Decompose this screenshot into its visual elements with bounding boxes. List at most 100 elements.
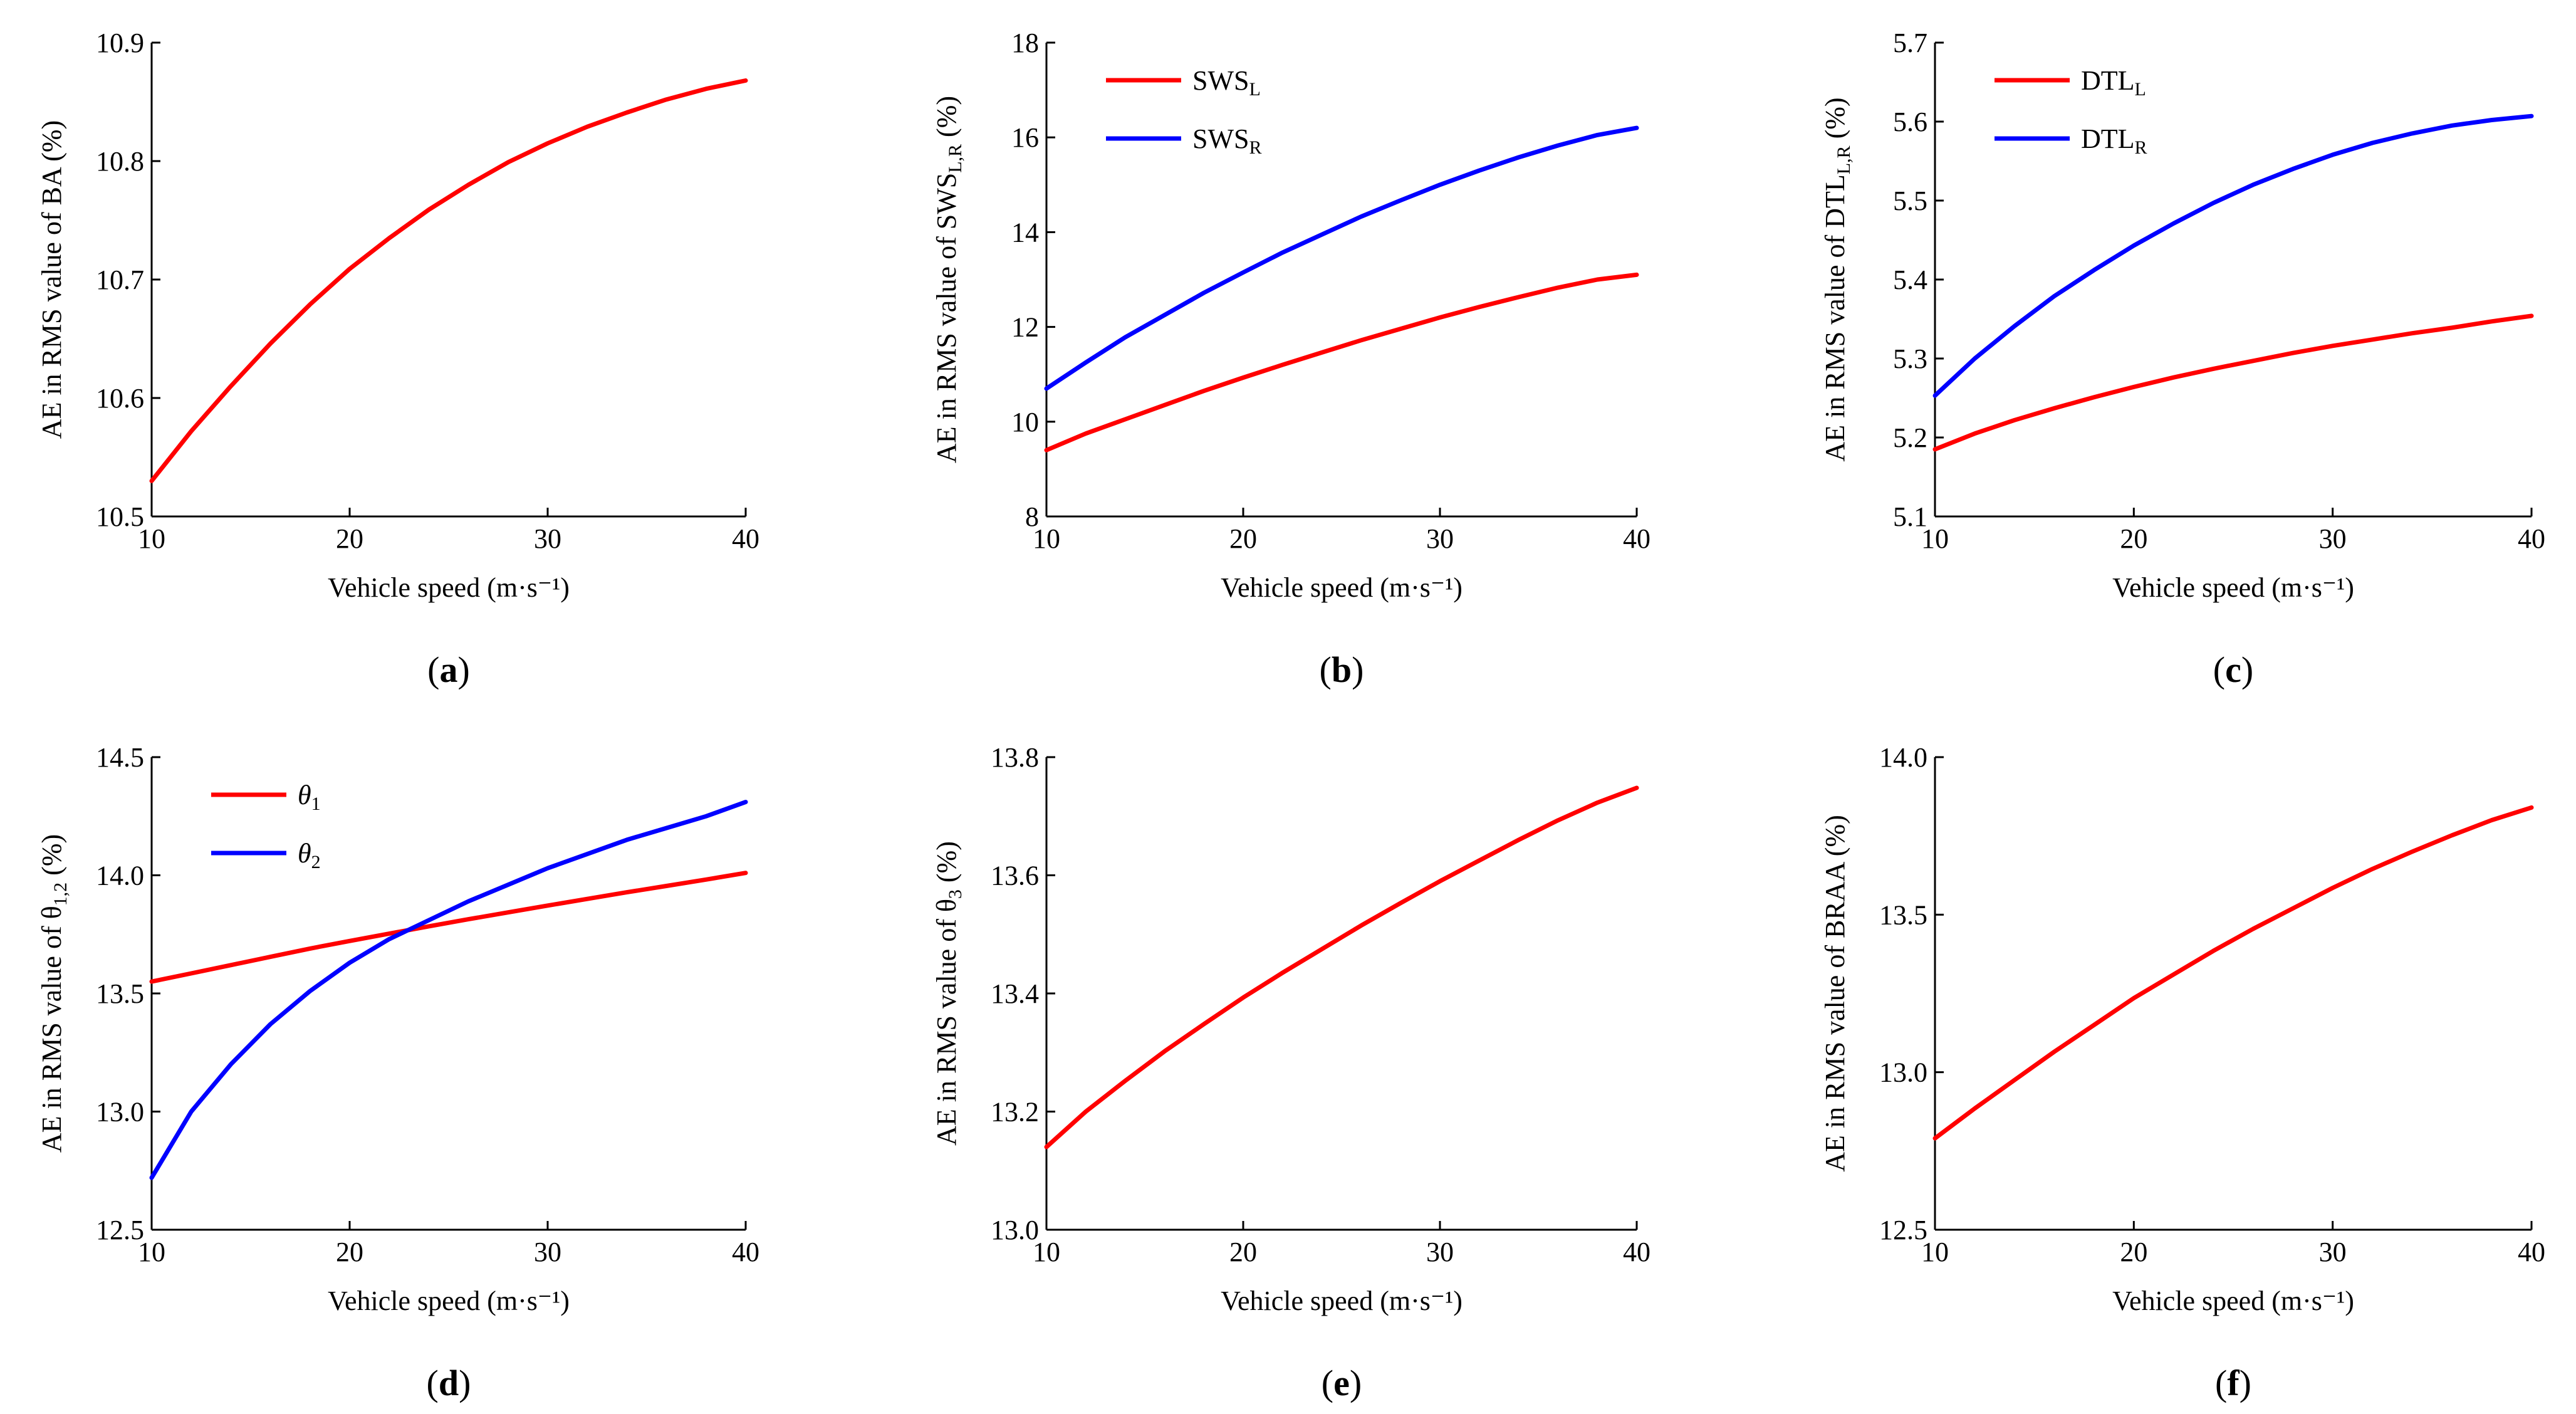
y-tick-label: 13.0 xyxy=(1879,1057,1927,1088)
x-tick-label: 30 xyxy=(2319,523,2347,554)
panel-label: (f) xyxy=(2215,1363,2251,1403)
y-tick-label: 5.7 xyxy=(1893,28,1927,58)
y-tick-label: 10 xyxy=(1011,407,1039,437)
y-tick-label: 13.2 xyxy=(991,1097,1039,1128)
panel-label: (b) xyxy=(1320,649,1364,690)
x-tick-label: 10 xyxy=(1921,523,1949,554)
y-tick-label: 18 xyxy=(1011,28,1039,58)
y-axis-label: AE in RMS value of BRAA (%) xyxy=(1820,815,1850,1172)
panel-label: (e) xyxy=(1322,1363,1362,1403)
series-line-θ1 xyxy=(149,871,748,984)
y-tick-label: 12 xyxy=(1011,312,1039,343)
x-axis-label: Vehicle speed (m·s⁻¹) xyxy=(328,572,570,603)
x-axis-label: Vehicle speed (m·s⁻¹) xyxy=(1221,1286,1463,1316)
y-tick-label: 13.0 xyxy=(991,1215,1039,1245)
y-axis-label: AE in RMS value of BA (%) xyxy=(36,120,67,439)
y-tick-label: 13.8 xyxy=(991,742,1039,773)
x-tick-label: 40 xyxy=(2518,523,2545,554)
legend-label: θ1 xyxy=(298,780,321,814)
y-tick-label: 10.7 xyxy=(96,264,144,295)
x-tick-label: 10 xyxy=(1033,1237,1060,1267)
x-tick-label: 40 xyxy=(732,523,759,554)
x-tick-label: 40 xyxy=(1623,523,1650,554)
y-tick-label: 13.4 xyxy=(991,978,1039,1009)
legend-item: DTLR xyxy=(1995,123,2147,158)
series-line-swsl xyxy=(1044,272,1639,453)
series-line-θ3 xyxy=(1044,785,1639,1150)
y-tick-label: 10.9 xyxy=(96,28,144,58)
y-tick-label: 10.6 xyxy=(96,383,144,414)
x-tick-label: 20 xyxy=(2120,1237,2147,1267)
y-tick-label: 14.0 xyxy=(1879,742,1927,773)
y-tick-label: 14.0 xyxy=(96,861,144,891)
legend-item: DTLL xyxy=(1995,65,2146,100)
x-tick-label: 40 xyxy=(732,1237,759,1267)
series-line-θ2 xyxy=(149,800,748,1180)
y-tick-label: 5.6 xyxy=(1893,107,1927,137)
series-line-ba xyxy=(149,78,748,483)
panel-label: (c) xyxy=(2213,649,2253,690)
y-tick-label: 13.5 xyxy=(96,978,144,1009)
y-tick-label: 5.1 xyxy=(1893,501,1927,532)
x-tick-label: 20 xyxy=(1229,1237,1257,1267)
y-tick-label: 13.5 xyxy=(1879,899,1927,930)
legend-item: θ1 xyxy=(211,780,321,814)
x-tick-label: 30 xyxy=(534,1237,561,1267)
legend-item: SWSL xyxy=(1106,65,1261,100)
x-tick-label: 10 xyxy=(1921,1237,1949,1267)
x-tick-label: 40 xyxy=(1623,1237,1650,1267)
legend-label: DTLR xyxy=(2081,123,2147,158)
y-tick-label: 10.5 xyxy=(96,501,144,532)
x-tick-label: 30 xyxy=(2319,1237,2347,1267)
x-tick-label: 10 xyxy=(138,523,165,554)
chart-panel-e: 10 20 30 40 13.0 13.2 13.4 13.6 13.8 Vehicle spee… xyxy=(931,742,1650,1403)
x-tick-label: 10 xyxy=(138,1237,165,1267)
y-axis-label: AE in RMS value of DTLL,R (%) xyxy=(1820,97,1854,461)
x-axis-label: Vehicle speed (m·s⁻¹) xyxy=(2112,1286,2354,1316)
series-line-dtll xyxy=(1932,313,2534,452)
legend-item: SWSR xyxy=(1106,123,1262,158)
x-tick-label: 30 xyxy=(1426,1237,1454,1267)
chart-panel-c: 10 20 30 40 5.1 5.2 5.3 5.4 5.5 5.6 5.7 Vehicle spe… xyxy=(1820,28,2545,690)
y-tick-label: 10.8 xyxy=(96,146,144,177)
legend-label: SWSL xyxy=(1192,65,1261,100)
panel-label: (d) xyxy=(427,1363,471,1403)
x-tick-label: 10 xyxy=(1033,523,1060,554)
x-tick-label: 20 xyxy=(2120,523,2147,554)
x-axis-label: Vehicle speed (m·s⁻¹) xyxy=(2112,572,2354,603)
y-axis-label: AE in RMS value of θ1,2 (%) xyxy=(36,834,71,1153)
x-axis-label: Vehicle speed (m·s⁻¹) xyxy=(328,1286,570,1316)
series-line-dtlr xyxy=(1932,113,2534,398)
x-tick-label: 20 xyxy=(1229,523,1257,554)
y-tick-label: 5.5 xyxy=(1893,186,1927,216)
chart-panel-a: 10 20 30 40 10.5 10.6 10.7 10.8 10.9 Vehicle spee… xyxy=(36,28,759,690)
y-tick-label: 8 xyxy=(1025,501,1039,532)
y-tick-label: 12.5 xyxy=(1879,1215,1927,1245)
y-axis-label: AE in RMS value of θ3 (%) xyxy=(931,841,966,1146)
y-tick-label: 5.3 xyxy=(1893,343,1927,374)
panel-label: (a) xyxy=(427,649,470,690)
y-tick-label: 12.5 xyxy=(96,1215,144,1245)
y-tick-label: 16 xyxy=(1011,122,1039,153)
legend-label: θ2 xyxy=(298,838,321,872)
y-axis-label: AE in RMS value of SWSL,R (%) xyxy=(931,96,966,463)
x-tick-label: 20 xyxy=(336,1237,363,1267)
y-tick-label: 13.0 xyxy=(96,1097,144,1128)
legend-label: SWSR xyxy=(1192,123,1262,158)
x-tick-label: 40 xyxy=(2518,1237,2545,1267)
legend-item: θ2 xyxy=(211,838,321,872)
x-tick-label: 30 xyxy=(1426,523,1454,554)
legend-label: DTLL xyxy=(2081,65,2146,100)
y-tick-label: 13.6 xyxy=(991,861,1039,891)
chart-panel-d: 10 20 30 40 12.5 13.0 13.5 14.0 14.5 Vehicle spee… xyxy=(36,742,759,1403)
chart-panel-f: 10 20 30 40 12.5 13.0 13.5 14.0 Vehicle speed (m… xyxy=(1820,742,2545,1403)
y-tick-label: 14 xyxy=(1011,217,1039,248)
x-tick-label: 30 xyxy=(534,523,561,554)
series-line-braa xyxy=(1932,805,2534,1141)
y-tick-label: 5.2 xyxy=(1893,422,1927,453)
y-tick-label: 5.4 xyxy=(1893,264,1927,295)
series-line-swsr xyxy=(1044,125,1639,391)
x-tick-label: 20 xyxy=(336,523,363,554)
